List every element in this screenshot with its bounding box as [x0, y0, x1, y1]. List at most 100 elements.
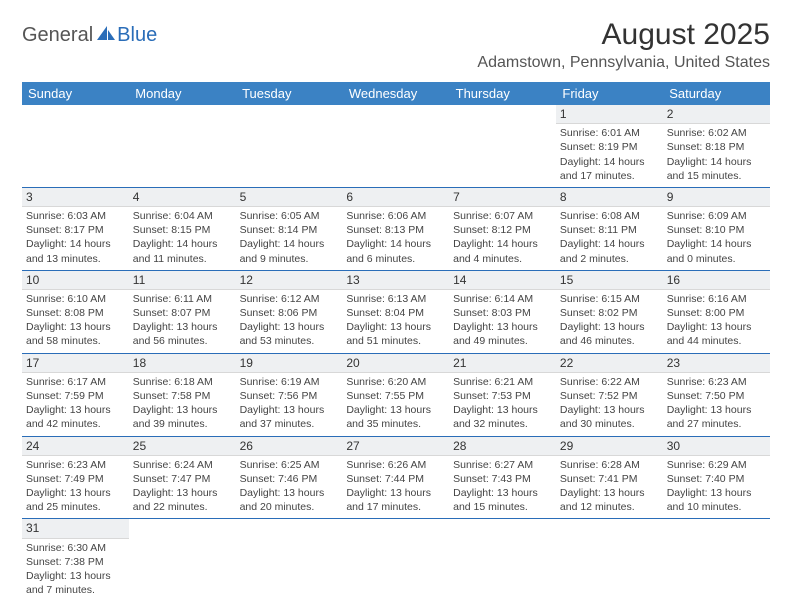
sunrise-text: Sunrise: 6:27 AM [453, 458, 552, 472]
sunrise-text: Sunrise: 6:03 AM [26, 209, 125, 223]
day-number: 26 [236, 437, 343, 456]
sunrise-text: Sunrise: 6:21 AM [453, 375, 552, 389]
sunset-text: Sunset: 8:15 PM [133, 223, 232, 237]
day-number: 11 [129, 271, 236, 290]
calendar-week: 1Sunrise: 6:01 AMSunset: 8:19 PMDaylight… [22, 105, 770, 187]
calendar-cell [22, 105, 129, 187]
calendar-cell [129, 519, 236, 601]
calendar-cell: 4Sunrise: 6:04 AMSunset: 8:15 PMDaylight… [129, 187, 236, 270]
sunrise-text: Sunrise: 6:14 AM [453, 292, 552, 306]
calendar-cell: 22Sunrise: 6:22 AMSunset: 7:52 PMDayligh… [556, 353, 663, 436]
daylight-text: Daylight: 13 hours and 46 minutes. [560, 320, 659, 348]
day-header: Thursday [449, 82, 556, 105]
day-number: 17 [22, 354, 129, 373]
daylight-text: Daylight: 14 hours and 4 minutes. [453, 237, 552, 265]
day-number: 3 [22, 188, 129, 207]
day-number: 19 [236, 354, 343, 373]
day-number: 24 [22, 437, 129, 456]
calendar-cell: 17Sunrise: 6:17 AMSunset: 7:59 PMDayligh… [22, 353, 129, 436]
daylight-text: Daylight: 13 hours and 35 minutes. [346, 403, 445, 431]
sunrise-text: Sunrise: 6:22 AM [560, 375, 659, 389]
sunset-text: Sunset: 7:50 PM [667, 389, 766, 403]
day-number: 29 [556, 437, 663, 456]
calendar-cell [449, 519, 556, 601]
daylight-text: Daylight: 14 hours and 2 minutes. [560, 237, 659, 265]
daylight-text: Daylight: 13 hours and 30 minutes. [560, 403, 659, 431]
day-number: 7 [449, 188, 556, 207]
day-number: 16 [663, 271, 770, 290]
daylight-text: Daylight: 14 hours and 15 minutes. [667, 155, 766, 183]
calendar-week: 31Sunrise: 6:30 AMSunset: 7:38 PMDayligh… [22, 519, 770, 601]
sunset-text: Sunset: 7:44 PM [346, 472, 445, 486]
daylight-text: Daylight: 14 hours and 6 minutes. [346, 237, 445, 265]
day-number: 18 [129, 354, 236, 373]
day-number: 5 [236, 188, 343, 207]
day-number: 20 [342, 354, 449, 373]
day-number: 23 [663, 354, 770, 373]
sunset-text: Sunset: 8:04 PM [346, 306, 445, 320]
sunrise-text: Sunrise: 6:09 AM [667, 209, 766, 223]
calendar-cell: 5 Sunrise: 6:05 AMSunset: 8:14 PMDaylight… [236, 187, 343, 270]
day-header: Wednesday [342, 82, 449, 105]
sunset-text: Sunset: 8:08 PM [26, 306, 125, 320]
sunrise-text: Sunrise: 6:06 AM [346, 209, 445, 223]
brand-part2: Blue [117, 24, 157, 47]
day-header: Friday [556, 82, 663, 105]
daylight-text: Daylight: 14 hours and 13 minutes. [26, 237, 125, 265]
daylight-text: Daylight: 13 hours and 37 minutes. [240, 403, 339, 431]
sunset-text: Sunset: 7:52 PM [560, 389, 659, 403]
sunrise-text: Sunrise: 6:04 AM [133, 209, 232, 223]
day-header: Monday [129, 82, 236, 105]
calendar-cell: 15Sunrise: 6:15 AMSunset: 8:02 PMDayligh… [556, 270, 663, 353]
daylight-text: Daylight: 13 hours and 32 minutes. [453, 403, 552, 431]
calendar-cell: 10Sunrise: 6:10 AMSunset: 8:08 PMDayligh… [22, 270, 129, 353]
sunrise-text: Sunrise: 6:19 AM [240, 375, 339, 389]
calendar-cell: 16Sunrise: 6:16 AMSunset: 8:00 PMDayligh… [663, 270, 770, 353]
daylight-text: Daylight: 14 hours and 11 minutes. [133, 237, 232, 265]
day-header: Tuesday [236, 82, 343, 105]
daylight-text: Daylight: 13 hours and 42 minutes. [26, 403, 125, 431]
daylight-text: Daylight: 13 hours and 58 minutes. [26, 320, 125, 348]
day-number: 25 [129, 437, 236, 456]
day-number: 28 [449, 437, 556, 456]
sunrise-text: Sunrise: 6:15 AM [560, 292, 659, 306]
calendar-cell: 14Sunrise: 6:14 AMSunset: 8:03 PMDayligh… [449, 270, 556, 353]
sunrise-text: Sunrise: 6:02 AM [667, 126, 766, 140]
calendar-cell: 1Sunrise: 6:01 AMSunset: 8:19 PMDaylight… [556, 105, 663, 187]
sunset-text: Sunset: 8:18 PM [667, 140, 766, 154]
sunset-text: Sunset: 8:10 PM [667, 223, 766, 237]
daylight-text: Daylight: 13 hours and 25 minutes. [26, 486, 125, 514]
calendar-cell [236, 519, 343, 601]
sunrise-text: Sunrise: 6:24 AM [133, 458, 232, 472]
daylight-text: Daylight: 14 hours and 9 minutes. [240, 237, 339, 265]
daylight-text: Daylight: 13 hours and 7 minutes. [26, 569, 125, 597]
calendar-cell: 24Sunrise: 6:23 AMSunset: 7:49 PMDayligh… [22, 436, 129, 519]
calendar-cell: 11Sunrise: 6:11 AMSunset: 8:07 PMDayligh… [129, 270, 236, 353]
calendar-cell: 31Sunrise: 6:30 AMSunset: 7:38 PMDayligh… [22, 519, 129, 601]
calendar-cell [342, 519, 449, 601]
day-number: 2 [663, 105, 770, 124]
sunset-text: Sunset: 8:19 PM [560, 140, 659, 154]
calendar-cell: 27Sunrise: 6:26 AMSunset: 7:44 PMDayligh… [342, 436, 449, 519]
daylight-text: Daylight: 13 hours and 53 minutes. [240, 320, 339, 348]
sunrise-text: Sunrise: 6:08 AM [560, 209, 659, 223]
sunrise-text: Sunrise: 6:07 AM [453, 209, 552, 223]
calendar-cell: 7Sunrise: 6:07 AMSunset: 8:12 PMDaylight… [449, 187, 556, 270]
sunset-text: Sunset: 8:14 PM [240, 223, 339, 237]
day-header: Sunday [22, 82, 129, 105]
calendar-cell [449, 105, 556, 187]
sunrise-text: Sunrise: 6:29 AM [667, 458, 766, 472]
sunset-text: Sunset: 8:00 PM [667, 306, 766, 320]
daylight-text: Daylight: 13 hours and 15 minutes. [453, 486, 552, 514]
sunset-text: Sunset: 8:06 PM [240, 306, 339, 320]
sunset-text: Sunset: 8:13 PM [346, 223, 445, 237]
sail-icon [95, 24, 117, 47]
calendar-cell: 18Sunrise: 6:18 AMSunset: 7:58 PMDayligh… [129, 353, 236, 436]
calendar-cell: 26Sunrise: 6:25 AMSunset: 7:46 PMDayligh… [236, 436, 343, 519]
calendar-cell: 28Sunrise: 6:27 AMSunset: 7:43 PMDayligh… [449, 436, 556, 519]
calendar-cell [129, 105, 236, 187]
sunrise-text: Sunrise: 6:05 AM [240, 209, 339, 223]
calendar-week: 24Sunrise: 6:23 AMSunset: 7:49 PMDayligh… [22, 436, 770, 519]
sunrise-text: Sunrise: 6:28 AM [560, 458, 659, 472]
sunrise-text: Sunrise: 6:25 AM [240, 458, 339, 472]
